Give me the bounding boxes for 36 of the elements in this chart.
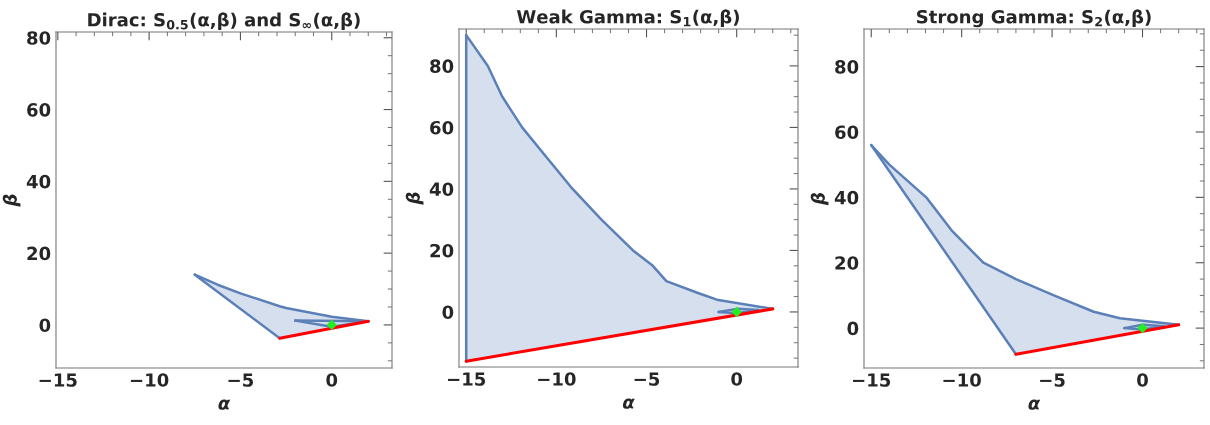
x-tick-label: 0	[326, 373, 338, 387]
chart-title: Strong Gamma: S$_{2}$(α,β)	[917, 9, 1151, 28]
x-tick-label: −5	[228, 373, 254, 387]
y-tick-label: 20	[27, 246, 51, 261]
y-tick-label: 40	[26, 174, 51, 189]
y-axis-title: β	[405, 192, 424, 205]
y-tick-label: 80	[430, 59, 454, 74]
x-tick-label: −10	[130, 373, 169, 387]
x-tick-label: 0	[731, 372, 743, 386]
x-axis-title: α	[622, 398, 635, 409]
y-axis-title: β	[2, 194, 21, 207]
x-tick-label: −15	[39, 373, 77, 387]
x-tick-label: −10	[943, 373, 981, 387]
x-tick-label: −5	[634, 372, 660, 386]
y-tick-label: 0	[39, 318, 51, 333]
y-axis-title: β	[810, 193, 829, 206]
x-axis-title: α	[218, 399, 231, 410]
y-tick-label: 60	[835, 125, 859, 140]
y-tick-label: 80	[835, 60, 859, 74]
chart-title: Dirac: S$_{0.5}$(α,β) and S$_{∞}$(α,β)	[88, 12, 360, 31]
y-tick-label: 60	[430, 120, 454, 135]
x-tick-label: −15	[448, 372, 486, 386]
x-tick-label: 0	[1137, 373, 1148, 387]
x-tick-label: −10	[538, 372, 576, 386]
x-axis-title: α	[1028, 399, 1041, 410]
x-tick-label: −5	[1040, 373, 1065, 387]
y-tick-label: 0	[442, 305, 454, 320]
y-tick-label: 20	[835, 256, 859, 270]
x-tick-label: −15	[853, 373, 891, 387]
y-tick-label: 60	[27, 103, 51, 117]
y-tick-label: 20	[430, 243, 454, 258]
y-tick-label: 80	[27, 31, 51, 45]
y-tick-label: 40	[834, 190, 859, 205]
chart-title: Weak Gamma: S$_{1}$(α,β)	[516, 9, 739, 28]
y-tick-label: 0	[847, 321, 859, 336]
y-tick-label: 40	[429, 182, 454, 197]
